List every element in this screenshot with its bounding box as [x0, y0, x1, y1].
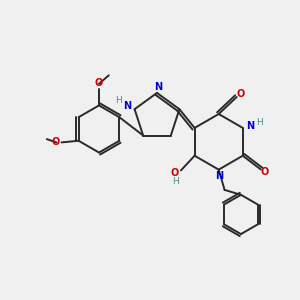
Text: N: N	[154, 82, 163, 92]
Text: O: O	[237, 89, 245, 99]
Text: N: N	[214, 170, 223, 181]
Text: O: O	[95, 78, 103, 88]
Text: O: O	[52, 137, 60, 147]
Text: O: O	[171, 168, 179, 178]
Text: N: N	[123, 101, 131, 111]
Text: H: H	[172, 177, 179, 186]
Text: N: N	[246, 121, 254, 131]
Text: H: H	[115, 95, 122, 104]
Text: O: O	[261, 167, 269, 177]
Text: H: H	[256, 118, 263, 127]
